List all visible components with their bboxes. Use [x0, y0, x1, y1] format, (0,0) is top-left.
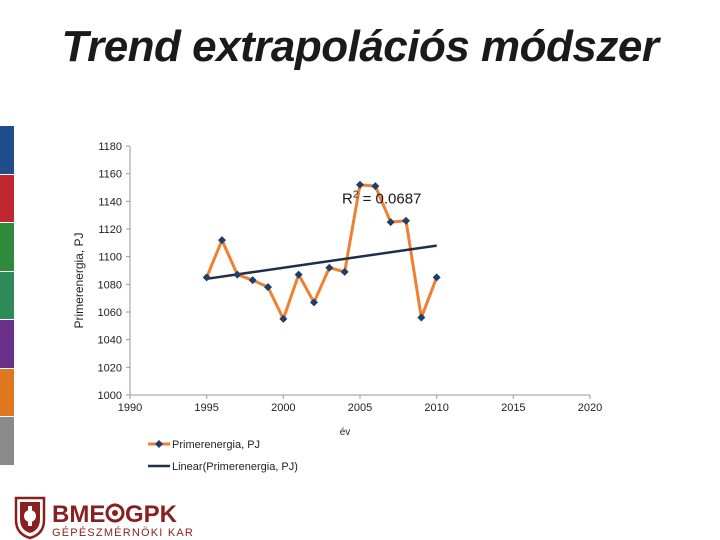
y-tick-label: 1020	[98, 362, 122, 374]
side-bar-segment	[0, 223, 14, 271]
legend-marker	[155, 440, 163, 448]
data-point	[310, 298, 318, 307]
x-tick-label: 1995	[194, 402, 218, 414]
y-tick-label: 1140	[98, 196, 122, 208]
side-bar-segment	[0, 417, 14, 465]
data-point	[417, 313, 426, 322]
data-point	[233, 270, 242, 279]
y-tick-label: 1080	[98, 279, 122, 291]
data-point	[386, 218, 395, 227]
r-squared-annotation: R2 = 0.0687	[342, 189, 421, 207]
legend-label-linear: Linear(Primerenergia, PJ)	[172, 461, 298, 473]
side-color-bar	[0, 126, 14, 466]
series-line-primerenergia	[205, 183, 439, 321]
bme-gpk-logo: BME GPK GÉPÉSZMÉRNÖKI KAR	[14, 496, 194, 540]
logo-text-gpk: GPK	[125, 501, 178, 528]
y-tick-label: 1040	[98, 335, 122, 347]
y-axis-label: Primerenergia, PJ	[72, 232, 86, 328]
y-tick-label: 1100	[98, 252, 122, 264]
side-bar-segment	[0, 320, 14, 368]
data-point	[218, 236, 226, 245]
y-tick-label: 1000	[98, 390, 122, 402]
x-tick-label: 2020	[578, 402, 602, 414]
data-point	[248, 276, 257, 285]
side-bar-segment	[0, 271, 14, 320]
side-bar-segment	[0, 174, 14, 223]
legend-label-primerenergia: Primerenergia, PJ	[172, 439, 260, 451]
data-point	[371, 182, 380, 191]
y-tick-label: 1120	[98, 224, 122, 236]
data-point	[402, 216, 410, 225]
y-tick-label: 1160	[98, 169, 122, 181]
x-tick-label: 2005	[348, 402, 372, 414]
logo-text-bme: BME	[52, 501, 105, 528]
y-tick-label: 1180	[98, 141, 122, 153]
x-tick-label: 1990	[118, 402, 142, 414]
gear-icon	[105, 503, 125, 523]
data-point	[356, 180, 364, 189]
x-tick-label: 2015	[501, 402, 525, 414]
y-tick-label: 1060	[98, 307, 122, 319]
data-point	[432, 273, 441, 282]
slide-title: Trend extrapolációs módszer	[61, 22, 660, 71]
side-bar-segment	[0, 126, 14, 174]
crest-icon	[14, 496, 46, 540]
x-axis-label: év	[340, 427, 351, 438]
logo-subtitle: GÉPÉSZMÉRNÖKI KAR	[52, 526, 194, 539]
side-bar-segment	[0, 368, 14, 417]
data-point	[340, 267, 349, 276]
trend-line	[206, 244, 437, 281]
data-point	[202, 273, 211, 282]
data-point	[294, 270, 303, 279]
x-tick-label: 2000	[271, 402, 295, 414]
line-chart: 1000 1020 1040 1060 1080 1100 1120 1140 1160 1180…	[72, 141, 602, 473]
x-tick-label: 2010	[424, 402, 448, 414]
data-point	[279, 314, 288, 323]
data-point	[264, 283, 272, 292]
data-point	[325, 263, 334, 272]
